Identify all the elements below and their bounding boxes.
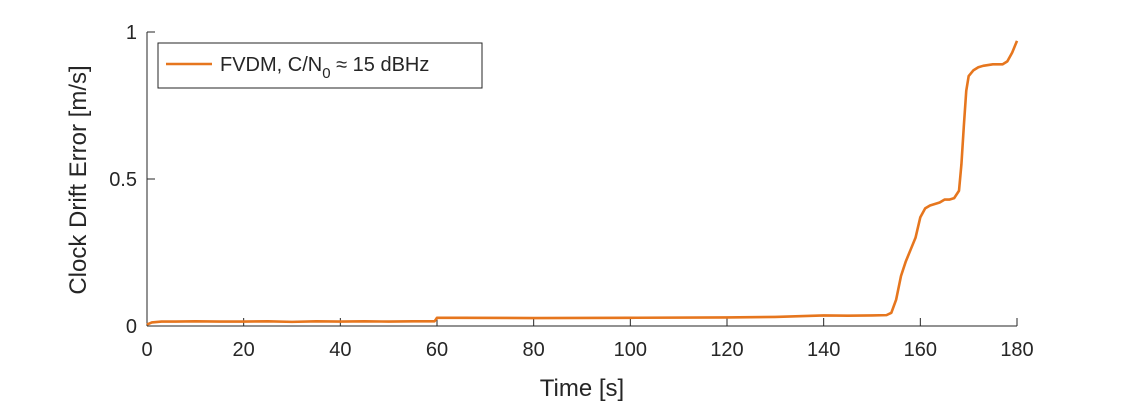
x-tick-label: 80 [523, 339, 545, 361]
y-tick-label: 0.5 [109, 169, 137, 191]
x-tick-label: 40 [329, 339, 351, 361]
y-axis-label: Clock Drift Error [m/s] [65, 65, 92, 294]
legend-label: FVDM, C/N0 ≈ 15 dBHz [220, 54, 429, 82]
x-tick-label: 180 [1000, 339, 1033, 361]
tick-labels: 0 20 40 60 80 100 120 140 160 180 0 0.5 1 [109, 22, 1034, 361]
series-line [146, 40, 1019, 326]
legend: FVDM, C/N0 ≈ 15 dBHz [157, 42, 483, 89]
series-layer [146, 40, 1019, 326]
x-tick-label: 100 [614, 339, 647, 361]
x-tick-label: 20 [233, 339, 255, 361]
x-tick-label: 120 [710, 339, 743, 361]
legend-box [157, 42, 483, 89]
x-tick-label: 140 [807, 339, 840, 361]
axes [146, 31, 1018, 327]
x-tick-label: 60 [426, 339, 448, 361]
x-tick-label: 160 [904, 339, 937, 361]
y-tick-label: 1 [126, 22, 137, 44]
x-tick-label: 0 [141, 339, 152, 361]
y-tick-label: 0 [126, 316, 137, 338]
x-axis-label: Time [s] [540, 375, 624, 402]
